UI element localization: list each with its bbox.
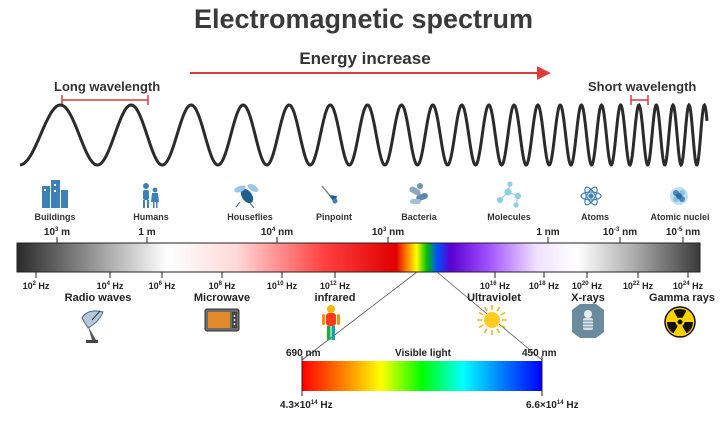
microwave-icon [204,308,240,332]
freq-label: 108 Hz [208,281,236,291]
atomic-nucleus-icon [670,187,688,205]
band-label-infrared: infrared [314,292,356,304]
sun-icon [477,305,507,335]
size-label-buildings: 103 m [43,227,71,238]
long-wavelength-bracket [61,95,149,105]
object-label-atoms: Atoms [580,212,610,222]
buildings-icon [42,180,68,208]
visible-projection-left [301,271,418,361]
page-title: Electromagnetic spectrum [193,4,534,34]
tick-marks [35,237,689,278]
object-label-humans: Humans [133,212,169,222]
short-wavelength-bracket [630,95,649,105]
freq-label: 1016 Hz [479,281,511,291]
band-label-x-rays: X-rays [571,292,605,304]
freq-label: 1022 Hz [622,281,654,291]
housefly-icon [234,184,259,209]
visible-left-frequency: 4.3×1014 Hz [280,400,333,411]
band-label-ultraviolet: Ultraviolet [467,292,521,304]
size-label-molecules: 1 nm [536,227,560,238]
visible-right-frequency: 6.6×1014 Hz [526,400,579,411]
size-label-humans: 1 m [138,227,156,238]
size-label-bacteria: 103 nm [371,227,405,238]
visible-right-wavelength: 450 nm [522,348,557,359]
object-label-bacteria: Bacteria [401,212,437,222]
thermal-person-icon [322,305,340,340]
object-label-pinpoint: Pinpoint [316,212,352,222]
visible-left-wavelength: 690 nm [286,348,321,359]
visible-light-bar [302,361,542,391]
size-label-atomic-nuclei: 10-5 nm [665,227,701,238]
band-label-gamma-rays: Gamma rays [648,292,716,304]
freq-label: 104 Hz [96,281,124,291]
spectrum-bar [16,242,701,273]
freq-label: 1012 Hz [319,281,351,291]
xray-icon [572,304,604,338]
size-label-atoms: 10-3 nm [602,227,638,238]
freq-label: 1010 Hz [266,281,298,291]
wave-line [19,102,709,168]
freq-label: 106 Hz [148,281,176,291]
radiation-icon [664,306,696,338]
molecules-icon [496,181,522,208]
size-label-houseflies: 104 nm [260,227,294,238]
energy-increase-label: Energy increase [299,49,431,68]
object-label-atomic-nuclei: Atomic nuclei [650,212,710,222]
freq-label: 1024 Hz [672,281,704,291]
radio-dish-icon [81,310,104,343]
atom-icon [580,186,602,206]
freq-label: 102 Hz [22,281,50,291]
object-label-molecules: Molecules [487,212,531,222]
short-wavelength-label: Short wavelength [588,79,697,94]
object-label-houseflies: Houseflies [227,212,273,222]
visible-light-label: Visible light [395,348,451,359]
freq-label: 1018 Hz [528,281,560,291]
humans-icon [143,183,159,208]
band-label-radio-waves: Radio waves [64,292,132,304]
pinpoint-icon [321,185,338,204]
object-label-buildings: Buildings [34,212,76,222]
long-wavelength-label: Long wavelength [54,79,161,94]
bacteria-icon [409,183,428,204]
band-label-microwave: Microwave [193,292,251,304]
freq-label: 1020 Hz [571,281,603,291]
